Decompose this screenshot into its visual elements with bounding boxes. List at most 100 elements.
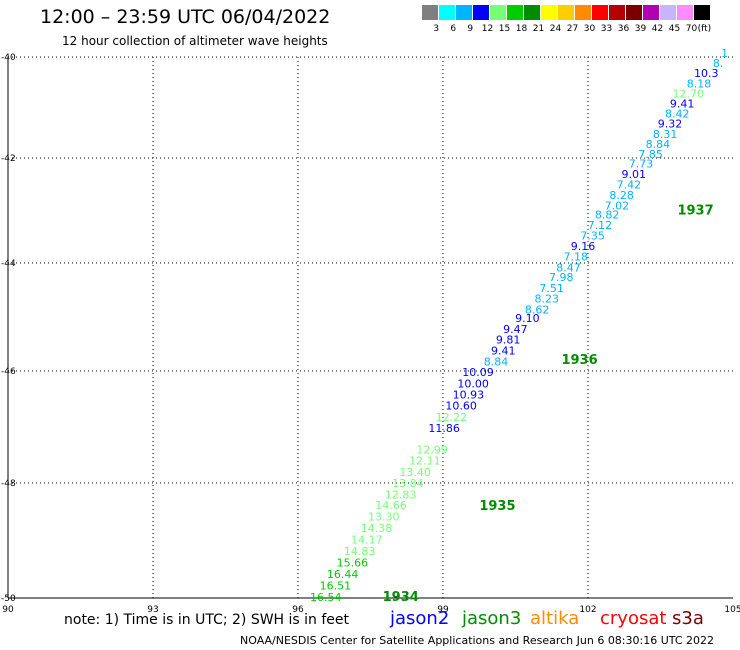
wave-height-value: 7.98 — [549, 271, 574, 284]
wave-height-value: 7.85 — [638, 148, 663, 161]
colorbar-swatch — [524, 5, 540, 20]
wave-height-value: 14.17 — [351, 533, 383, 546]
wave-height-value: 7.18 — [564, 251, 589, 264]
wave-height-value: 12.22 — [436, 411, 468, 424]
wave-height-value: 8.42 — [665, 108, 690, 121]
pass-number-label: 1937 — [677, 204, 713, 219]
wave-height-value: 9.81 — [496, 334, 521, 347]
legend-jason2: jason2 — [390, 608, 450, 629]
wave-height-value: 15.66 — [337, 556, 369, 569]
wave-height-value: 16.51 — [320, 579, 352, 592]
colorbar-label: 18 — [515, 24, 528, 34]
pass-number-label: 1936 — [561, 353, 597, 368]
wave-height-value: 9.41 — [670, 97, 695, 110]
pass-number-label: 1934 — [383, 590, 419, 605]
wave-height-value: 8.23 — [535, 293, 560, 306]
colorbar-label: 9 — [467, 24, 474, 34]
colorbar-label: 3 — [433, 24, 440, 34]
lat-tick-label: -50 — [1, 594, 16, 604]
colorbar-label: 70 — [685, 24, 698, 34]
wave-height-value: 9.10 — [515, 312, 540, 325]
legend-cryosat: cryosat — [600, 608, 667, 629]
colorbar-swatch — [558, 5, 574, 20]
colorbar-swatch — [643, 5, 659, 20]
wave-height-value: 9.01 — [622, 168, 647, 181]
wave-height-value: 9.41 — [491, 344, 516, 357]
page-subtitle: 12 hour collection of altimeter wave hei… — [62, 34, 328, 48]
wave-height-value: 14.38 — [361, 522, 393, 535]
wave-height-value: 16.44 — [327, 568, 359, 581]
colorbar-label: 42 — [651, 24, 664, 34]
wave-height-value: 8.62 — [525, 303, 550, 316]
colorbar-label: 15 — [498, 24, 511, 34]
colorbar-swatch — [439, 5, 455, 20]
colorbar-swatch — [507, 5, 523, 20]
colorbar-swatch — [609, 5, 625, 20]
colorbar-swatch — [575, 5, 591, 20]
wave-height-value: 12.83 — [385, 489, 417, 502]
pass-number-label: 1935 — [479, 499, 515, 514]
colorbar-swatch — [456, 5, 472, 20]
colorbar-swatch — [626, 5, 642, 20]
colorbar-swatch — [677, 5, 693, 20]
lon-tick-label: 105 — [724, 605, 740, 615]
colorbar-label: 21 — [532, 24, 545, 34]
legend-s3a: s3a — [672, 608, 704, 629]
wave-height-value: 8.31 — [653, 128, 678, 141]
colorbar-label: 6 — [450, 24, 457, 34]
wave-height-value: 14.83 — [344, 545, 376, 558]
wave-height-value: 10.09 — [462, 366, 494, 379]
lat-tick-label: -46 — [1, 367, 16, 377]
wave-height-value: 9.47 — [503, 323, 528, 336]
wave-height-value: 12.99 — [416, 443, 448, 456]
wave-height-value: 13.30 — [368, 510, 400, 523]
colorbar-label: 12 — [481, 24, 494, 34]
wave-height-value: 8.18 — [687, 77, 712, 90]
wave-height-value: 8.28 — [609, 189, 634, 202]
lon-tick-label: 93 — [147, 605, 158, 615]
wave-height-value: 16.54 — [310, 591, 342, 604]
wave-height-value: 8.47 — [556, 261, 581, 274]
colorbar-swatch — [660, 5, 676, 20]
wave-height-value: 10.00 — [457, 377, 489, 390]
lon-tick-label: 90 — [2, 605, 14, 615]
wave-height-value: 12.70 — [673, 87, 705, 100]
colorbar-label: 27 — [566, 24, 579, 34]
credit-line: NOAA/NESDIS Center for Satellite Applica… — [240, 634, 715, 647]
wave-height-value: 7.51 — [539, 282, 564, 295]
wave-height-value: 7.12 — [588, 219, 613, 232]
wave-height-value: 7.02 — [605, 199, 630, 212]
wave-height-value: 1 — [721, 47, 728, 60]
colorbar-swatch — [422, 5, 438, 20]
wave-height-value: 10.60 — [445, 400, 477, 413]
wave-height-value: 8.84 — [484, 355, 509, 368]
wave-height-value: 13.40 — [399, 466, 431, 479]
wave-height-value: 8.84 — [646, 138, 671, 151]
lat-tick-label: -40 — [1, 53, 16, 63]
colorbar-swatch — [694, 5, 710, 20]
lat-tick-label: -42 — [1, 154, 16, 164]
colorbar-label: 33 — [600, 24, 613, 34]
wave-height-value: 13.84 — [392, 477, 424, 490]
colorbar-label: 36 — [617, 24, 630, 34]
units-note: note: 1) Time is in UTC; 2) SWH is in fe… — [64, 612, 350, 628]
lon-tick-label: 102 — [579, 605, 596, 615]
wave-height-value: 9.16 — [571, 240, 596, 253]
lon-tick-label: 99 — [437, 605, 449, 615]
colorbar-label: 30 — [583, 24, 596, 34]
lat-tick-label: -44 — [1, 259, 16, 269]
legend-jason3: jason3 — [462, 608, 522, 629]
colorbar-swatch — [541, 5, 557, 20]
wave-height-value: 9.32 — [658, 118, 683, 131]
lat-tick-label: -48 — [1, 479, 16, 489]
wave-height-value: 11.86 — [428, 422, 460, 435]
wave-height-value: 10.3 — [694, 67, 719, 80]
wave-height-value: 8.82 — [595, 209, 620, 222]
colorbar-swatch — [592, 5, 608, 20]
colorbar-swatch — [490, 5, 506, 20]
colorbar-label: 39 — [634, 24, 647, 34]
wave-height-value: 10.93 — [453, 389, 485, 402]
wave-height-value: 7.35 — [580, 230, 605, 243]
